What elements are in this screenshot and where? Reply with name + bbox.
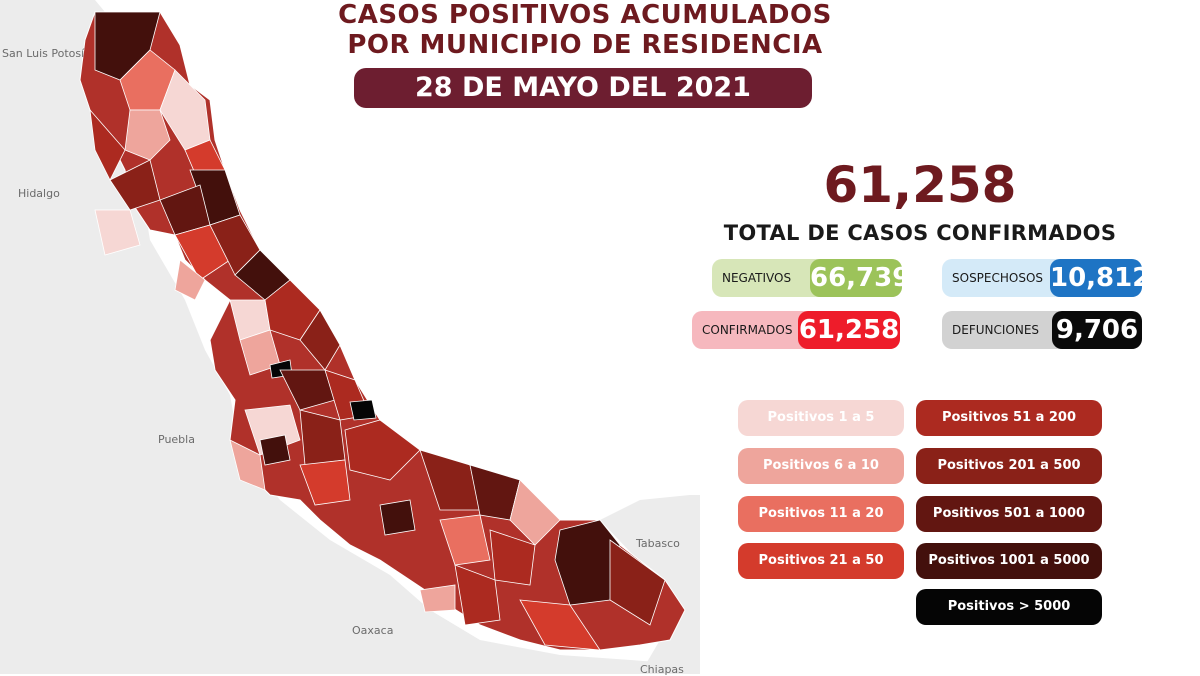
- total-cases-label: TOTAL DE CASOS CONFIRMADOS: [723, 221, 1117, 245]
- label-san-luis-potosi: San Luis Potosí: [2, 48, 84, 60]
- legend-item-51-200: Positivos 51 a 200: [916, 400, 1102, 436]
- neighbor-land-area: [0, 0, 700, 674]
- date-banner: 28 DE MAYO DEL 2021: [354, 68, 812, 108]
- label-hidalgo: Hidalgo: [18, 187, 60, 200]
- label-oaxaca: Oaxaca: [352, 624, 394, 637]
- label-puebla: Puebla: [158, 433, 195, 446]
- municipalities: [89, 11, 666, 651]
- stat-negativos-value: 66,739: [810, 259, 910, 297]
- total-cases-number: 61,258: [823, 156, 1017, 214]
- label-tabasco: Tabasco: [636, 537, 680, 550]
- title-line-1: CASOS POSITIVOS ACUMULADOS: [338, 0, 832, 30]
- stat-defunciones-value: 9,706: [1052, 311, 1142, 349]
- legend-item-1001-5000: Positivos 1001 a 5000: [916, 543, 1102, 579]
- stat-defunciones: DEFUNCIONES 9,706: [942, 311, 1142, 349]
- stat-negativos: NEGATIVOS 66,739: [712, 259, 910, 297]
- label-chiapas: Chiapas: [640, 663, 684, 676]
- veracruz-map: [0, 0, 700, 674]
- stat-confirmados: CONFIRMADOS 61,258: [692, 311, 900, 349]
- legend-item-over-5000: Positivos > 5000: [916, 589, 1102, 625]
- legend-item-21-50: Positivos 21 a 50: [738, 543, 904, 579]
- legend-item-1-5: Positivos 1 a 5: [738, 400, 904, 436]
- title-line-2: POR MUNICIPIO DE RESIDENCIA: [347, 30, 823, 60]
- legend-item-11-20: Positivos 11 a 20: [738, 496, 904, 532]
- label-san-luis: San Luis Potosí: [2, 47, 85, 60]
- stat-sospechosos-value: 10,812: [1050, 259, 1150, 297]
- legend-item-201-500: Positivos 201 a 500: [916, 448, 1102, 484]
- legend-item-501-1000: Positivos 501 a 1000: [916, 496, 1102, 532]
- legend-item-6-10: Positivos 6 a 10: [738, 448, 904, 484]
- stat-sospechosos: SOSPECHOSOS 10,812: [942, 259, 1150, 297]
- stat-confirmados-value: 61,258: [798, 311, 900, 349]
